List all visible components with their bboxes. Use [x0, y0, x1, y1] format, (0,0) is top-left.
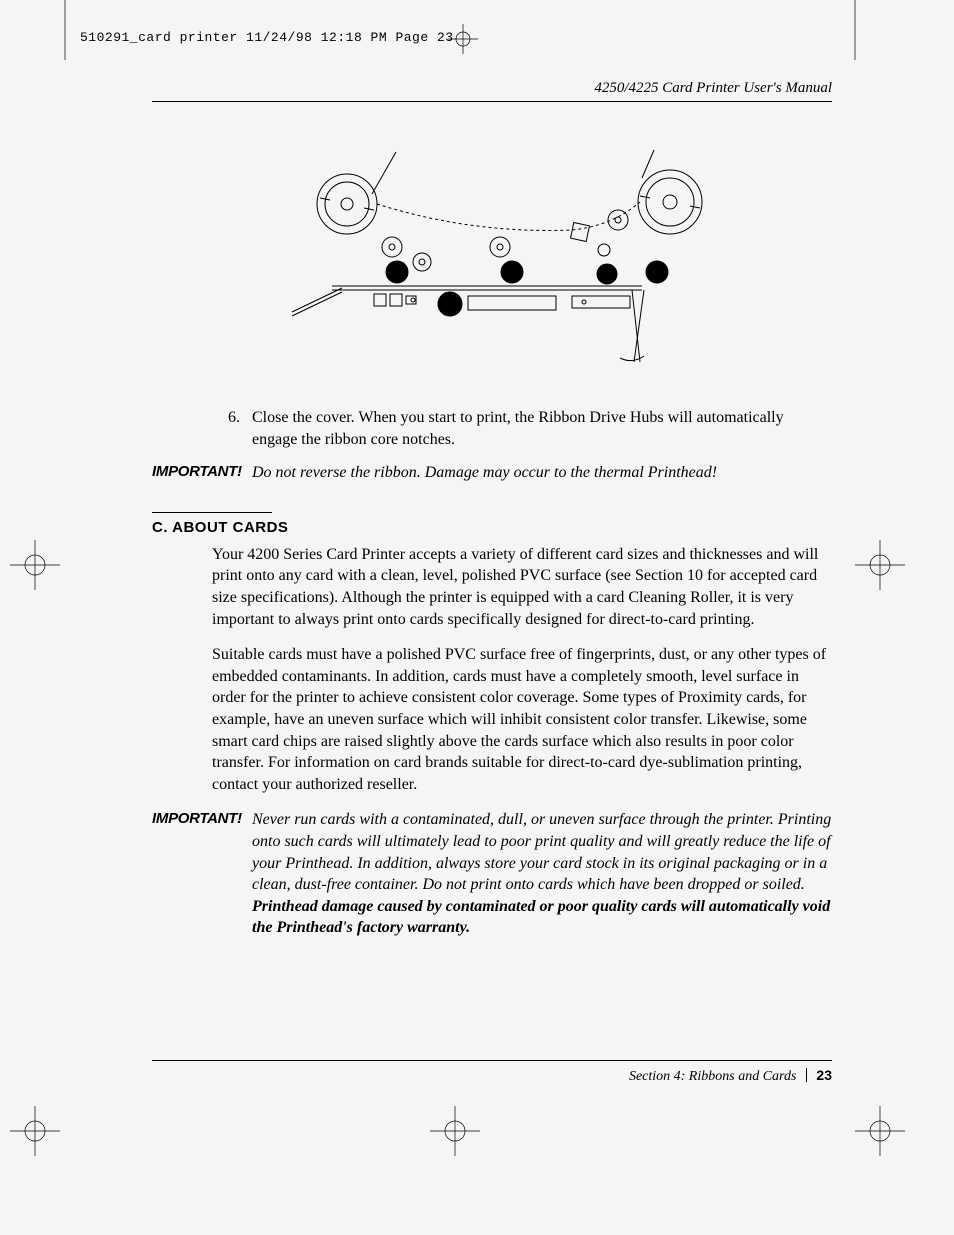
page-body: 4250/4225 Card Printer User's Manual: [152, 80, 832, 963]
important-note-2: IMPORTANT! Never run cards with a contam…: [152, 809, 832, 939]
important-text-plain: Never run cards with a contaminated, dul…: [252, 811, 831, 893]
step-6: 6. Close the cover. When you start to pr…: [212, 407, 832, 450]
step-number: 6.: [212, 407, 240, 450]
important-label: IMPORTANT!: [152, 809, 252, 939]
about-cards-p2: Suitable cards must have a polished PVC …: [212, 644, 832, 795]
footer-page-number: 23: [816, 1067, 832, 1083]
important-note-1: IMPORTANT! Do not reverse the ribbon. Da…: [152, 462, 832, 484]
section-heading: C. ABOUT CARDS: [152, 519, 832, 536]
reg-mark-right: [855, 540, 905, 590]
important-text-strong: Printhead damage caused by contaminated …: [252, 898, 830, 937]
important-text: Do not reverse the ribbon. Damage may oc…: [252, 462, 832, 484]
important-label: IMPORTANT!: [152, 462, 252, 484]
reg-mark-br: [855, 1106, 905, 1156]
footer-section: Section 4: Ribbons and Cards: [629, 1069, 796, 1084]
page-footer: Section 4: Ribbons and Cards 23: [152, 1060, 832, 1085]
running-head: 4250/4225 Card Printer User's Manual: [152, 80, 832, 102]
footer-separator: [806, 1068, 807, 1082]
section-rule: [152, 512, 272, 513]
step-text: Close the cover. When you start to print…: [252, 407, 832, 450]
crop-mark-top-left: [60, 0, 70, 60]
important-text: Never run cards with a contaminated, dul…: [252, 809, 832, 939]
slug-line: 510291_card printer 11/24/98 12:18 PM Pa…: [80, 30, 454, 45]
about-cards-p1: Your 4200 Series Card Printer accepts a …: [212, 544, 832, 630]
crop-mark-top-right: [850, 0, 860, 60]
slug-reg-mark: [448, 24, 478, 54]
reg-mark-left: [10, 540, 60, 590]
printer-diagram: [152, 142, 832, 377]
reg-mark-bl: [10, 1106, 60, 1156]
reg-mark-bc: [430, 1106, 480, 1156]
